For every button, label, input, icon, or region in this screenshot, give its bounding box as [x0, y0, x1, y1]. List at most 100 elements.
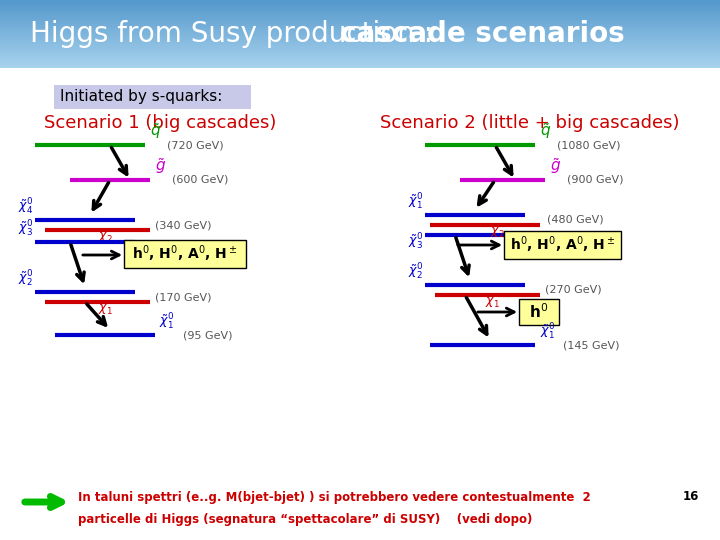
Bar	[0, 14, 720, 15]
Bar	[0, 8, 720, 9]
Bar	[0, 67, 720, 68]
Text: Scenario 1 (big cascades): Scenario 1 (big cascades)	[44, 114, 276, 132]
Text: Higgs from Susy production :: Higgs from Susy production :	[30, 20, 442, 48]
Bar	[0, 12, 720, 13]
Text: (900 GeV): (900 GeV)	[567, 175, 624, 185]
Bar	[0, 15, 720, 16]
Bar	[0, 31, 720, 32]
Bar	[0, 55, 720, 56]
Bar	[0, 37, 720, 38]
Bar	[0, 25, 720, 26]
Bar	[0, 46, 720, 47]
Text: (480 GeV): (480 GeV)	[547, 215, 603, 225]
Bar	[0, 63, 720, 64]
Bar	[0, 47, 720, 48]
Text: particelle di Higgs (segnatura “spettacolare” di SUSY)    (vedi dopo): particelle di Higgs (segnatura “spettaco…	[78, 514, 532, 526]
Text: $\tilde{\chi}_1^-$: $\tilde{\chi}_1^-$	[98, 299, 116, 317]
Bar	[0, 30, 720, 31]
Bar	[0, 65, 720, 66]
Bar	[0, 45, 720, 46]
Bar	[0, 60, 720, 61]
Text: (720 GeV): (720 GeV)	[167, 140, 224, 150]
Text: $\tilde{\chi}_2^-$: $\tilde{\chi}_2^-$	[98, 227, 116, 245]
Bar	[0, 32, 720, 33]
Text: (600 GeV): (600 GeV)	[172, 175, 228, 185]
Bar	[0, 68, 720, 540]
Bar	[0, 44, 720, 45]
Bar	[0, 58, 720, 59]
Text: (95 GeV): (95 GeV)	[183, 330, 233, 340]
Text: (1080 GeV): (1080 GeV)	[557, 140, 621, 150]
Bar	[0, 48, 720, 49]
Text: $\tilde{\chi}_1^-$: $\tilde{\chi}_1^-$	[485, 292, 503, 310]
Bar	[0, 43, 720, 44]
Text: cascade scenarios: cascade scenarios	[340, 20, 625, 48]
Text: (270 GeV): (270 GeV)	[545, 285, 602, 295]
Text: Initiated by s-quarks:: Initiated by s-quarks:	[60, 89, 222, 104]
Bar	[0, 21, 720, 22]
Bar	[0, 56, 720, 57]
Text: (340 GeV): (340 GeV)	[155, 220, 212, 230]
Bar	[0, 41, 720, 42]
Text: $\tilde{\chi}_1^0$: $\tilde{\chi}_1^0$	[408, 192, 423, 212]
Bar	[0, 38, 720, 39]
Bar	[0, 27, 720, 28]
Bar	[0, 2, 720, 3]
FancyBboxPatch shape	[519, 299, 559, 325]
Bar	[0, 9, 720, 10]
Bar	[0, 17, 720, 18]
Text: Scenario 2 (little + big cascades): Scenario 2 (little + big cascades)	[380, 114, 680, 132]
Bar	[0, 18, 720, 19]
Text: h$^0$, H$^0$, A$^0$, H$^\pm$: h$^0$, H$^0$, A$^0$, H$^\pm$	[510, 235, 615, 255]
Bar	[0, 0, 720, 1]
Bar	[0, 42, 720, 43]
Bar	[0, 33, 720, 34]
Bar	[0, 66, 720, 67]
Bar	[0, 51, 720, 52]
Bar	[0, 24, 720, 25]
Text: $\tilde{g}$: $\tilde{g}$	[550, 156, 561, 176]
Bar	[0, 64, 720, 65]
Bar	[0, 59, 720, 60]
Bar	[0, 5, 720, 6]
Bar	[0, 20, 720, 21]
Text: $\tilde{\chi}_3^0$: $\tilde{\chi}_3^0$	[408, 232, 423, 252]
Text: h$^0$: h$^0$	[529, 302, 549, 321]
Text: $\tilde{\chi}_2^0$: $\tilde{\chi}_2^0$	[18, 269, 33, 289]
Bar	[0, 50, 720, 51]
Bar	[0, 40, 720, 41]
Bar	[0, 10, 720, 11]
Bar	[0, 34, 720, 35]
Bar	[0, 16, 720, 17]
Bar	[0, 3, 720, 4]
Bar	[0, 62, 720, 63]
Bar	[0, 7, 720, 8]
Text: $\tilde{\chi}_4^0$: $\tilde{\chi}_4^0$	[18, 197, 33, 217]
Text: $\tilde{q}$: $\tilde{q}$	[540, 121, 551, 141]
Text: h$^0$, H$^0$, A$^0$, H$^\pm$: h$^0$, H$^0$, A$^0$, H$^\pm$	[132, 244, 238, 264]
Bar	[0, 23, 720, 24]
Text: $\tilde{\chi}_1^0$: $\tilde{\chi}_1^0$	[159, 312, 174, 332]
FancyBboxPatch shape	[54, 85, 251, 109]
Text: $\tilde{\chi}_3^0$: $\tilde{\chi}_3^0$	[18, 219, 33, 239]
Bar	[0, 57, 720, 58]
Bar	[0, 29, 720, 30]
FancyBboxPatch shape	[504, 231, 621, 259]
Bar	[0, 39, 720, 40]
Text: $\tilde{q}$: $\tilde{q}$	[150, 121, 161, 141]
Text: (170 GeV): (170 GeV)	[155, 292, 212, 302]
Bar	[0, 53, 720, 54]
Bar	[0, 4, 720, 5]
Text: $\tilde{\chi}_2^0$: $\tilde{\chi}_2^0$	[408, 262, 423, 282]
Bar	[0, 49, 720, 50]
Text: In taluni spettri (e..g. M(bjet-bjet) ) si potrebbero vedere contestualmente  2: In taluni spettri (e..g. M(bjet-bjet) ) …	[78, 490, 590, 503]
Bar	[0, 52, 720, 53]
FancyBboxPatch shape	[124, 240, 246, 268]
Bar	[0, 61, 720, 62]
Bar	[0, 19, 720, 20]
Bar	[0, 36, 720, 37]
Bar	[0, 26, 720, 27]
Text: (145 GeV): (145 GeV)	[563, 340, 619, 350]
Bar	[0, 35, 720, 36]
Text: $\tilde{\chi}_2^-$: $\tilde{\chi}_2^-$	[490, 222, 508, 240]
